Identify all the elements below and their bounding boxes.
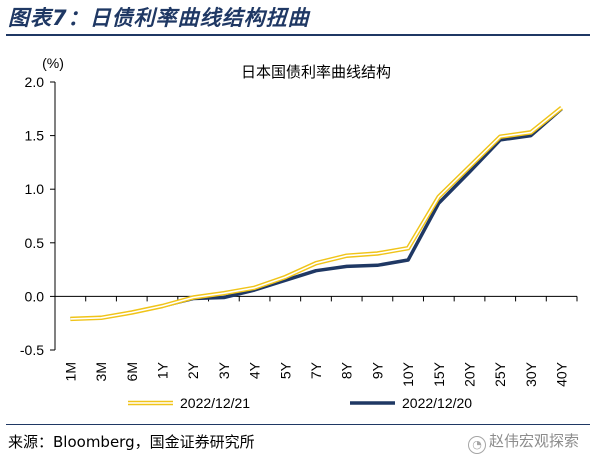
y-tick-label: 2.0 (25, 74, 45, 90)
series-lines (70, 105, 564, 322)
figure-title: 图表7：日债利率曲线结构扭曲 (8, 6, 310, 30)
x-tick-label: 4Y (247, 361, 263, 379)
x-tick-label: 25Y (492, 361, 508, 387)
x-tick-label: 8Y (339, 361, 355, 379)
series-line (70, 107, 563, 321)
x-tick-label: 7Y (308, 361, 324, 379)
y-tick-label: 1.5 (25, 128, 45, 144)
x-tick-label: 3M (93, 362, 109, 381)
x-axis-ticks: 1M 3M 6M 1Y 2Y 3Y 4Y 5Y 7Y 8Y 9Y 10Y 15Y 20Y 25Y 30Y 40Y (54, 296, 578, 387)
x-tick-label: 5Y (277, 361, 293, 379)
footer-divider (6, 424, 590, 425)
legend: 2022/12/21 2022/12/20 (128, 395, 472, 411)
watermark-text: 赵伟宏观探索 (489, 432, 580, 450)
x-tick-label: 10Y (400, 361, 416, 387)
watermark: ◔ 赵伟宏观探索 (468, 430, 579, 454)
y-axis-ticks: -0.5 0.0 0.5 1.0 1.5 2.0 (20, 74, 55, 358)
x-tick-label: 40Y (554, 361, 570, 387)
chart-title: 日本国债利率曲线结构 (241, 63, 391, 81)
y-tick-label: -0.5 (20, 342, 44, 358)
x-tick-label: 9Y (369, 361, 385, 379)
legend-label: 2022/12/20 (402, 395, 472, 411)
wechat-icon: ◔ (468, 436, 486, 454)
legend-label: 2022/12/21 (180, 395, 250, 411)
y-tick-label: 0.5 (25, 235, 45, 251)
x-tick-label: 6M (124, 362, 140, 381)
series-line-inner (70, 107, 563, 320)
x-tick-label: 2Y (185, 361, 201, 379)
series-line-outer (70, 105, 564, 322)
x-tick-label: 1Y (154, 361, 170, 379)
y-tick-label: 1.0 (25, 181, 45, 197)
y-axis-unit: (%) (42, 55, 64, 71)
title-divider (6, 34, 590, 36)
source-note: 来源：Bloomberg，国金证券研究所 (8, 433, 255, 451)
x-tick-label: 15Y (431, 361, 447, 387)
x-tick-label: 20Y (462, 361, 478, 387)
x-tick-label: 3Y (216, 361, 232, 379)
y-tick-label: 0.0 (25, 288, 45, 304)
x-tick-label: 30Y (523, 361, 539, 387)
x-tick-label: 1M (62, 362, 78, 381)
